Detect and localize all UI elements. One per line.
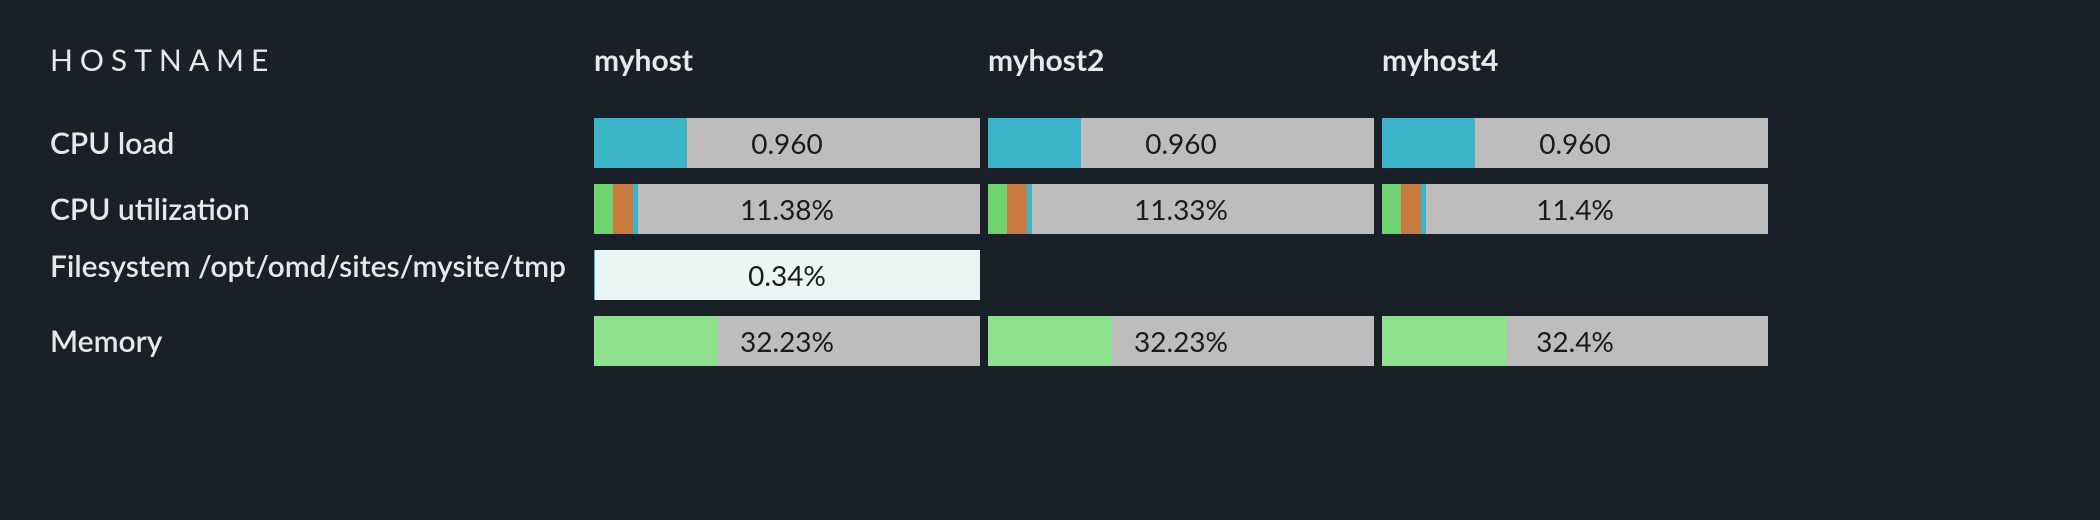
metric-label-text: Memory [50, 323, 162, 359]
metric-bar: 0.960 [594, 118, 980, 168]
bar-remainder [1426, 184, 1768, 234]
metric-bar: 32.4% [1382, 316, 1768, 366]
metric-bar-cell[interactable]: 32.23% [594, 308, 984, 374]
bar-segment [1007, 184, 1026, 234]
bar-segment [594, 184, 613, 234]
metric-bar: 11.4% [1382, 184, 1768, 234]
host-header-label-0: myhost [594, 42, 984, 78]
metrics-grid: HOSTNAME myhost myhost2 myhost4 CPU load… [0, 0, 2100, 374]
metric-bar-cell[interactable]: 0.960 [1382, 110, 1772, 176]
metric-label-text: CPU load [50, 125, 174, 161]
metric-bar-cell[interactable]: 0.960 [988, 110, 1378, 176]
metric-bar-cell[interactable]: 11.38% [594, 176, 984, 242]
metric-bar: 11.38% [594, 184, 980, 234]
metric-bar-cell[interactable]: 0.34% [594, 242, 984, 308]
host-column-header[interactable]: myhost2 [988, 28, 1378, 110]
metric-bar-cell [1382, 242, 1772, 308]
bar-segment [988, 184, 1007, 234]
metric-bar-cell[interactable]: 32.4% [1382, 308, 1772, 374]
metric-row-label[interactable]: CPU load [0, 110, 590, 176]
bar-remainder [687, 118, 980, 168]
bar-remainder [1507, 316, 1768, 366]
metric-row-label[interactable]: Filesystem /opt/omd/sites/mysite/tmp [0, 242, 590, 308]
metric-bar: 0.960 [1382, 118, 1768, 168]
bar-remainder [1032, 184, 1374, 234]
bar-segment [1382, 316, 1507, 366]
metric-bar-cell[interactable]: 32.23% [988, 308, 1378, 374]
metric-bar: 32.23% [594, 316, 980, 366]
host-header-label-1: myhost2 [988, 42, 1378, 78]
bar-remainder [718, 316, 980, 366]
hostname-column-header: HOSTNAME [0, 28, 590, 110]
bar-remainder [1112, 316, 1374, 366]
metric-bar: 0.34% [594, 250, 980, 300]
bar-segment [594, 118, 687, 168]
bar-segment [1382, 184, 1401, 234]
host-header-label-2: myhost4 [1382, 42, 1772, 78]
metric-label-text: CPU utilization [50, 191, 250, 227]
bar-remainder [638, 184, 980, 234]
bar-segment [1401, 184, 1420, 234]
bar-remainder [1475, 118, 1768, 168]
bar-segment [988, 118, 1081, 168]
hostname-header-label: HOSTNAME [0, 42, 590, 78]
metric-bar-cell[interactable]: 11.4% [1382, 176, 1772, 242]
metric-row-label[interactable]: CPU utilization [0, 176, 590, 242]
host-column-header[interactable]: myhost4 [1382, 28, 1772, 110]
metric-bar: 32.23% [988, 316, 1374, 366]
bar-segment [594, 316, 718, 366]
metric-bar-cell[interactable]: 11.33% [988, 176, 1378, 242]
bar-segment [613, 184, 632, 234]
bar-remainder [595, 250, 980, 300]
host-column-header[interactable]: myhost [594, 28, 984, 110]
metric-bar: 11.33% [988, 184, 1374, 234]
metric-bar: 0.960 [988, 118, 1374, 168]
metric-bar-cell[interactable]: 0.960 [594, 110, 984, 176]
bar-segment [1382, 118, 1475, 168]
metric-bar-cell [988, 242, 1378, 308]
metric-row-label[interactable]: Memory [0, 308, 590, 374]
bar-segment [988, 316, 1112, 366]
bar-remainder [1081, 118, 1374, 168]
metric-label-text: Filesystem /opt/omd/sites/mysite/tmp [50, 248, 566, 284]
